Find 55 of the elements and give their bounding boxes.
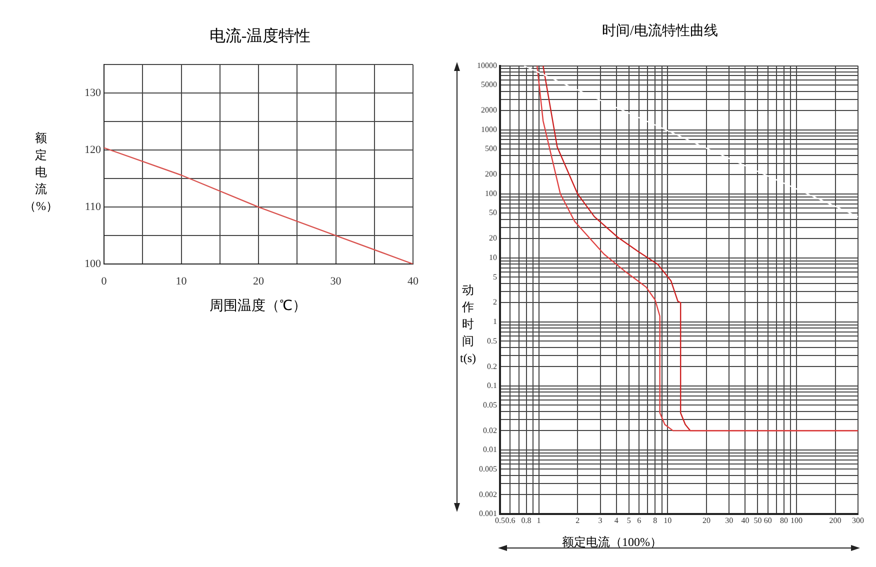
x-tick-label: 40 — [408, 275, 419, 288]
y-tick-label: 5000 — [481, 80, 497, 90]
x-tick-label: 30 — [725, 516, 734, 526]
x-tick-label: 0 — [101, 275, 108, 288]
x-tick-label: 50 — [754, 516, 762, 526]
chart-title: 电流-温度特性 — [208, 26, 312, 47]
y-tick-label: 100 — [485, 188, 497, 198]
y-tick-label: 0.2 — [487, 362, 497, 371]
y-tick-label: 20 — [489, 234, 497, 243]
x-tick-label: 10 — [176, 275, 188, 288]
x-tick-label: 300 — [852, 516, 864, 526]
x-tick-label: 5 — [626, 516, 631, 526]
x-tick-label: 1 — [536, 516, 541, 526]
x-tick-label: 2 — [576, 516, 580, 526]
y-tick-label: 2000 — [481, 106, 497, 115]
y-tick-label: 100 — [84, 258, 102, 270]
x-tick-label: 6 — [637, 516, 642, 526]
x-tick-label: 20 — [702, 516, 710, 526]
x-tick-label: 200 — [829, 516, 842, 526]
y-tick-label: 110 — [84, 200, 102, 213]
y-tick-label: 0.002 — [479, 490, 497, 499]
y-tick-label: 50 — [489, 208, 497, 218]
y-tick-label: 120 — [84, 144, 102, 156]
x-tick-label: 40 — [741, 516, 750, 526]
y-tick-label: 0.001 — [479, 509, 497, 518]
y-tick-label: 500 — [485, 144, 497, 154]
x-tick-label: 3 — [598, 516, 602, 526]
y-tick-label: 0.005 — [479, 464, 497, 474]
y-axis-title: 动作时间t(s) — [459, 282, 477, 367]
x-tick-label: 4 — [614, 516, 618, 526]
x-axis-title: 周围温度（℃） — [208, 297, 308, 315]
y-tick-label: 2 — [493, 298, 497, 307]
y-tick-label: 1 — [493, 317, 497, 326]
y-tick-label: 200 — [485, 170, 497, 179]
x-tick-label: 8 — [653, 516, 658, 526]
y-tick-label: 10000 — [477, 60, 497, 70]
y-tick-label: 130 — [84, 86, 102, 99]
x-tick-label: 10 — [664, 516, 672, 526]
x-tick-label: 30 — [330, 275, 342, 288]
x-tick-label: 0.8 — [521, 516, 532, 526]
x-axis-title: 额定电流（100%） — [561, 534, 663, 551]
x-tick-label: 60 — [764, 516, 772, 526]
x-tick-label: 80 — [780, 516, 788, 526]
x-tick-label: 20 — [253, 275, 264, 288]
y-tick-label: 1000 — [481, 124, 497, 134]
y-tick-label: 0.02 — [483, 426, 497, 435]
y-axis-title: 额定电流（%） — [24, 130, 58, 215]
chart-title: 时间/电流特性曲线 — [601, 22, 719, 40]
y-tick-label: 0.5 — [487, 336, 497, 346]
x-tick-label: 0.6 — [505, 516, 516, 526]
x-tick-label: 100 — [790, 516, 803, 526]
y-tick-label: 0.01 — [483, 445, 497, 454]
y-tick-label: 0.1 — [487, 381, 497, 390]
y-tick-label: 0.05 — [483, 400, 497, 410]
y-tick-label: 10 — [489, 252, 497, 262]
